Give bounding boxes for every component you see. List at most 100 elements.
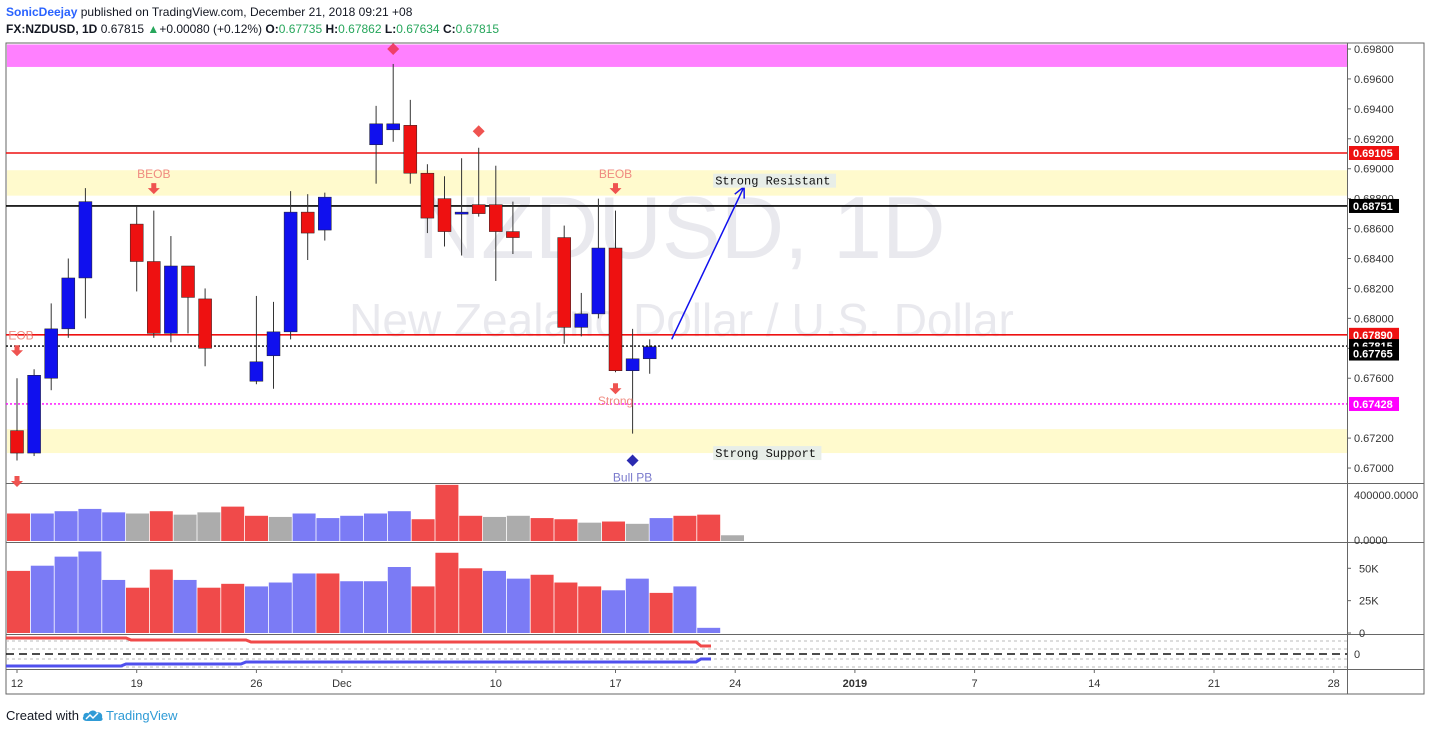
indicator3-red-line (6, 636, 711, 648)
volume-bar (292, 513, 316, 541)
chart-header-publisher: SonicDeejay published on TradingView.com… (6, 5, 412, 19)
time-tick-label: 26 (250, 678, 262, 690)
candle-body (283, 211, 298, 333)
candle-body (181, 265, 195, 298)
time-tick-label: 24 (729, 678, 741, 690)
volume-bar (7, 513, 30, 541)
time-tick-label: 19 (131, 678, 143, 690)
indicator-bar (102, 579, 126, 633)
footer: Created with TradingView (6, 708, 178, 723)
indicator-bar (245, 586, 268, 633)
volume-bar (625, 523, 649, 541)
strong-marker-label: Strong (598, 394, 633, 408)
volume-bar (411, 519, 435, 541)
high-label: H: (325, 22, 339, 36)
high-value: 0.67862 (338, 22, 382, 36)
indicator-bar (221, 583, 245, 633)
price-label-text: 0.67890 (1353, 330, 1393, 342)
candle-body (454, 211, 469, 215)
created-with-text: Created with (6, 708, 79, 723)
published-text: published on TradingView.com, December 2… (80, 5, 413, 19)
indicator-tick-label: 0 (1359, 628, 1365, 640)
volume-bar (721, 535, 744, 541)
volume-tick-label: 400000.0000 (1354, 490, 1418, 502)
tradingview-brand-link[interactable]: TradingView (79, 708, 178, 723)
volume-bar (387, 511, 411, 541)
annotation-label[interactable]: Strong Support (713, 446, 822, 461)
candle-body (44, 328, 58, 379)
price-label-text: 0.69105 (1353, 148, 1393, 160)
indicator-bar (387, 567, 411, 633)
indicator-bar (697, 627, 721, 633)
indicator-bar (530, 574, 554, 633)
volume-bar (102, 512, 126, 541)
annotation-label[interactable]: Strong Resistant (713, 173, 836, 189)
low-value: 0.67634 (396, 22, 440, 36)
volume-bar (245, 515, 268, 541)
volume-bar (578, 522, 602, 541)
candle-body (78, 201, 93, 279)
tradingview-cloud-icon (82, 710, 103, 721)
indicator-bar (506, 578, 530, 633)
indicator-bar (316, 573, 340, 633)
indicator-bar (292, 573, 316, 633)
volume-bar (126, 513, 149, 541)
price-tick-label: 0.69600 (1354, 74, 1394, 86)
volume-bar (364, 513, 387, 541)
author-link[interactable]: SonicDeejay (6, 5, 78, 19)
volume-bar (554, 519, 578, 541)
red-diamond-icon (472, 125, 485, 138)
volume-bar (649, 518, 673, 541)
indicator-tick-label: 50K (1359, 563, 1379, 575)
indicator-bar (578, 586, 602, 633)
eob-marker-label: EOB (8, 328, 33, 342)
candle-body (471, 204, 486, 214)
open-label: O: (265, 22, 279, 36)
indicator-bar (30, 565, 54, 633)
zone-box (7, 429, 1347, 454)
indicator-bar (126, 587, 149, 633)
candle-body (27, 374, 41, 454)
price-tick-label: 0.68400 (1354, 254, 1394, 266)
zone-box (7, 170, 1347, 196)
change-value: +0.00080 (+0.12%) (159, 22, 263, 36)
price-tick-label: 0.68600 (1354, 224, 1394, 236)
chart-frame (5, 42, 1425, 695)
indicator-bar (411, 586, 435, 633)
time-tick-label: 12 (11, 678, 23, 690)
volume-bar (197, 512, 221, 541)
price-tick-label: 0.69800 (1354, 44, 1394, 56)
price-tick-label: 0.69200 (1354, 134, 1394, 146)
time-tick-label: 7 (972, 678, 978, 690)
annotation-text: Strong Resistant (715, 175, 830, 189)
volume-bar (435, 484, 459, 541)
candle-body (557, 237, 571, 328)
annotation-background (713, 446, 822, 461)
indicator3-blue-line (6, 657, 711, 668)
volume-bar (173, 514, 197, 541)
volume-bar (673, 515, 697, 541)
time-tick-label: 21 (1208, 678, 1220, 690)
candle-body (249, 361, 264, 382)
bull-pb-diamond-icon (626, 454, 639, 467)
candle-body (164, 265, 178, 334)
candle-body (318, 196, 332, 231)
volume-bar (149, 511, 173, 541)
pink-diamond-icon (387, 43, 400, 55)
time-tick-label: Dec (332, 678, 352, 690)
candle-body (420, 172, 435, 219)
price-label-tag (1349, 346, 1399, 361)
indicator-bar (554, 582, 578, 633)
candle-body (300, 211, 315, 234)
bull-pb-marker-label: Bull PB (613, 471, 652, 485)
indicator-bar (173, 579, 197, 633)
annotation-background (713, 173, 836, 188)
candle-body (591, 247, 606, 315)
price-tick-label: 0.69400 (1354, 104, 1394, 116)
candle-body (489, 204, 503, 232)
candle-body (608, 247, 623, 372)
last-price: 0.67815 (100, 22, 145, 36)
price-label-tag (1349, 146, 1399, 160)
indicator-bar (673, 586, 697, 633)
